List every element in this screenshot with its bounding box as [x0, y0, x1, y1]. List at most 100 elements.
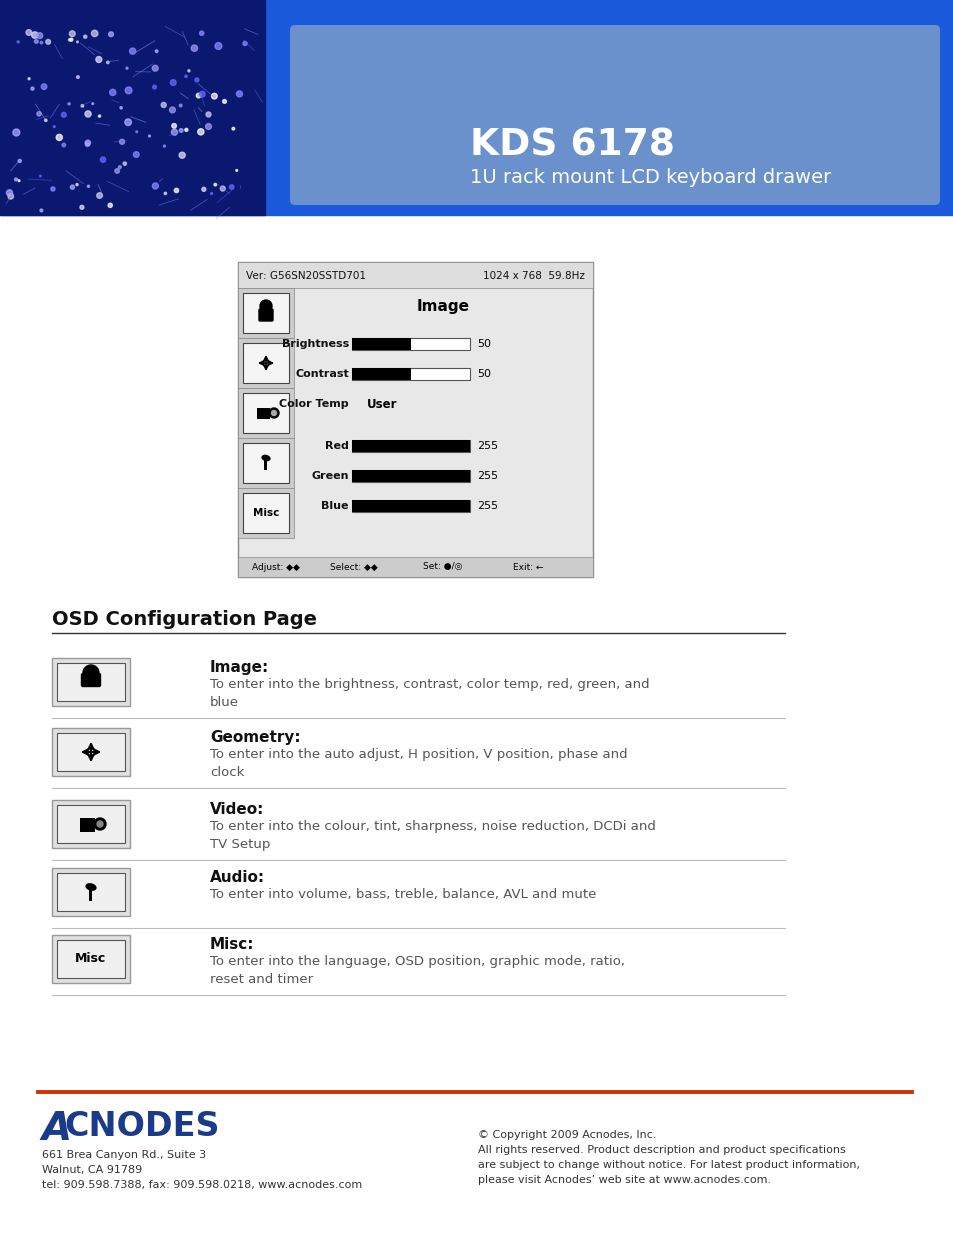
- Text: To enter into the colour, tint, sharpness, noise reduction, DCDi and: To enter into the colour, tint, sharpnes…: [210, 820, 656, 832]
- Circle shape: [125, 119, 132, 126]
- Text: Misc:: Misc:: [210, 937, 254, 952]
- Bar: [237, 262, 593, 577]
- Text: 661 Brea Canyon Rd., Suite 3: 661 Brea Canyon Rd., Suite 3: [42, 1150, 206, 1160]
- Circle shape: [97, 821, 103, 827]
- Circle shape: [185, 75, 187, 78]
- Text: © Copyright 2009 Acnodes, Inc.: © Copyright 2009 Acnodes, Inc.: [477, 1130, 656, 1140]
- Circle shape: [17, 41, 19, 43]
- Circle shape: [149, 135, 151, 137]
- Circle shape: [39, 175, 41, 177]
- Bar: [237, 488, 294, 538]
- Bar: [352, 338, 411, 350]
- Text: Misc: Misc: [253, 508, 279, 517]
- Circle shape: [188, 69, 190, 72]
- Circle shape: [213, 183, 216, 186]
- Circle shape: [119, 140, 125, 144]
- Bar: [89, 888, 92, 902]
- Circle shape: [84, 35, 87, 38]
- Bar: [52, 658, 130, 706]
- Circle shape: [91, 30, 98, 37]
- Circle shape: [202, 188, 206, 191]
- Circle shape: [26, 30, 31, 36]
- Bar: [237, 288, 294, 338]
- Text: 255: 255: [476, 471, 497, 480]
- Text: Green: Green: [312, 471, 349, 480]
- Circle shape: [191, 44, 197, 52]
- Circle shape: [205, 124, 212, 130]
- Circle shape: [107, 62, 109, 64]
- Circle shape: [179, 152, 185, 158]
- Bar: [243, 443, 289, 483]
- Circle shape: [70, 31, 75, 37]
- Circle shape: [152, 65, 158, 72]
- Bar: [57, 805, 125, 844]
- Bar: [57, 663, 125, 701]
- Text: 1024 x 768  59.8Hz: 1024 x 768 59.8Hz: [482, 270, 584, 282]
- Circle shape: [85, 111, 91, 117]
- Circle shape: [212, 94, 217, 99]
- Circle shape: [196, 94, 201, 98]
- Circle shape: [174, 188, 178, 193]
- Text: To enter into the auto adjust, H position, V position, phase and: To enter into the auto adjust, H positio…: [210, 748, 627, 761]
- Circle shape: [229, 185, 233, 189]
- Circle shape: [171, 79, 176, 85]
- Circle shape: [108, 204, 112, 207]
- Circle shape: [155, 49, 158, 53]
- Circle shape: [88, 185, 90, 188]
- Circle shape: [41, 84, 47, 89]
- Circle shape: [76, 41, 78, 43]
- Bar: [352, 368, 411, 380]
- Bar: [57, 873, 125, 911]
- Circle shape: [118, 165, 121, 169]
- Circle shape: [110, 89, 115, 95]
- Circle shape: [7, 190, 12, 196]
- FancyBboxPatch shape: [258, 309, 273, 321]
- Text: Select: ◆◆: Select: ◆◆: [330, 562, 377, 572]
- Circle shape: [45, 119, 47, 121]
- Circle shape: [61, 112, 66, 117]
- Text: To enter into the brightness, contrast, color temp, red, green, and: To enter into the brightness, contrast, …: [210, 678, 649, 692]
- Circle shape: [272, 410, 276, 415]
- Circle shape: [236, 91, 242, 96]
- Circle shape: [152, 183, 158, 189]
- Text: Image:: Image:: [210, 659, 269, 676]
- Circle shape: [8, 194, 13, 199]
- Text: clock: clock: [210, 766, 244, 779]
- Bar: [52, 727, 130, 776]
- Circle shape: [34, 40, 38, 43]
- Circle shape: [13, 128, 20, 136]
- Circle shape: [95, 57, 102, 63]
- Text: Brightness: Brightness: [281, 338, 349, 350]
- Circle shape: [179, 104, 182, 107]
- Text: A: A: [42, 1110, 72, 1149]
- Circle shape: [69, 38, 71, 41]
- Bar: [352, 471, 470, 482]
- Text: Walnut, CA 91789: Walnut, CA 91789: [42, 1165, 142, 1174]
- Text: 255: 255: [476, 441, 497, 451]
- Circle shape: [199, 31, 204, 36]
- Bar: [57, 940, 125, 978]
- Text: tel: 909.598.7388, fax: 909.598.0218, www.acnodes.com: tel: 909.598.7388, fax: 909.598.0218, ww…: [42, 1179, 362, 1191]
- Circle shape: [70, 38, 72, 41]
- Text: OSD Configuration Page: OSD Configuration Page: [52, 610, 316, 629]
- Bar: [243, 293, 289, 333]
- Bar: [352, 338, 470, 350]
- Circle shape: [123, 162, 127, 165]
- Bar: [256, 408, 270, 419]
- Circle shape: [185, 128, 188, 131]
- Circle shape: [114, 169, 119, 173]
- Circle shape: [179, 128, 183, 132]
- Circle shape: [211, 193, 213, 194]
- Text: Ver: G56SN20SSTD701: Ver: G56SN20SSTD701: [246, 270, 366, 282]
- Text: Set: ●/◎: Set: ●/◎: [422, 562, 462, 572]
- Circle shape: [130, 48, 135, 54]
- Bar: [237, 338, 294, 388]
- Circle shape: [40, 209, 43, 212]
- Circle shape: [100, 157, 106, 162]
- Bar: [243, 493, 289, 534]
- Text: All rights reserved. Product description and product specifications: All rights reserved. Product description…: [477, 1145, 845, 1155]
- Circle shape: [235, 169, 237, 172]
- FancyBboxPatch shape: [290, 25, 939, 205]
- Circle shape: [62, 143, 66, 147]
- Circle shape: [109, 32, 113, 37]
